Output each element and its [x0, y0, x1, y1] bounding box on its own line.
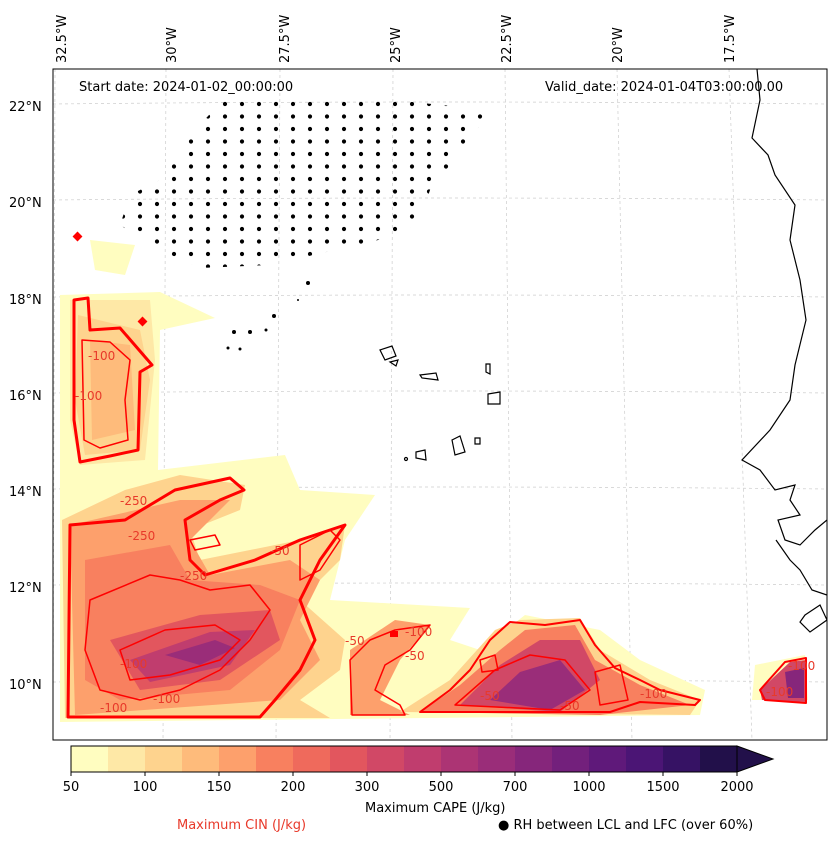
colorbar-swatch	[367, 746, 405, 772]
lat-label: 20°N	[9, 196, 42, 211]
map-frame	[52, 68, 828, 741]
colorbar-swatch	[256, 746, 294, 772]
valid-date-label: Valid_date: 2024-01-04T03:00:00.00	[545, 80, 783, 95]
colorbar-tick-label: 2000	[720, 780, 753, 795]
colorbar-tick-label: 500	[429, 780, 454, 795]
lon-label: 27.5°W	[278, 15, 293, 63]
colorbar-extend-arrow	[736, 745, 775, 773]
lat-label: 16°N	[9, 389, 42, 404]
colorbar	[70, 745, 775, 773]
contour-label: -100	[640, 687, 667, 701]
colorbar-swatch	[145, 746, 183, 772]
lon-label: 20°W	[611, 27, 626, 63]
colorbar-tick-label: 1000	[572, 780, 605, 795]
colorbar-swatch	[515, 746, 553, 772]
cin-contours	[66, 296, 807, 719]
contour-label: -50	[405, 649, 425, 663]
rh-hatch-region	[120, 96, 490, 268]
colorbar-tick-label: 200	[281, 780, 306, 795]
colorbar-swatch	[182, 746, 220, 772]
colorbar-swatch	[330, 746, 368, 772]
lon-label: 32.5°W	[55, 15, 70, 63]
contour-label: -100	[405, 625, 432, 639]
cin-legend-label: Maximum CIN (J/kg)	[177, 818, 307, 833]
lat-label: 22°N	[9, 100, 42, 115]
contour-label: -100	[153, 692, 180, 706]
coastlines	[379, 69, 827, 633]
colorbar-swatch	[700, 746, 738, 772]
contour-label: -50	[345, 634, 365, 648]
contour-label: -250	[120, 494, 147, 508]
rh-marker-icon: ●	[498, 818, 510, 833]
rh-legend: ● RH between LCL and LFC (over 60%)	[498, 818, 753, 833]
contour-label: -100	[788, 659, 815, 673]
lat-label: 12°N	[9, 581, 42, 596]
cin-contour-labels: -100 -100 -250 -250 -250 -50 -100 -100 -…	[75, 349, 815, 715]
colorbar-swatch	[71, 746, 109, 772]
colorbar-tick-label: 50	[63, 780, 80, 795]
rh-hatch-sparse	[76, 235, 310, 351]
colorbar-tick-label: 100	[133, 780, 158, 795]
contour-label: -100	[88, 349, 115, 363]
contour-label: -100	[75, 389, 102, 403]
colorbar-tick-label: 300	[355, 780, 380, 795]
colorbar-swatch	[108, 746, 146, 772]
colorbar-border	[70, 745, 738, 773]
lat-label: 14°N	[9, 485, 42, 500]
colorbar-swatch	[441, 746, 479, 772]
start-date-label: Start date: 2024-01-02_00:00:00	[79, 80, 293, 95]
contour-label: -100	[100, 701, 127, 715]
colorbar-swatch	[589, 746, 627, 772]
colorbar-swatch	[293, 746, 331, 772]
colorbar-swatch	[663, 746, 701, 772]
contour-label: -50	[480, 689, 500, 703]
contour-label: -100	[120, 657, 147, 671]
colorbar-tick-label: 700	[503, 780, 528, 795]
rh-legend-label: RH between LCL and LFC (over 60%)	[513, 818, 754, 833]
lat-label: 18°N	[9, 293, 42, 308]
lon-label: 30°W	[165, 27, 180, 63]
colorbar-tick-label: 1500	[646, 780, 679, 795]
colorbar-swatch	[478, 746, 516, 772]
colorbar-swatch	[552, 746, 590, 772]
contour-label: -100	[766, 685, 793, 699]
contour-label: -50	[270, 544, 290, 558]
longitude-labels: 32.5°W 30°W 27.5°W 25°W 22.5°W 20°W 17.5…	[55, 15, 738, 63]
contour-label: -250	[128, 529, 155, 543]
colorbar-swatch	[219, 746, 257, 772]
colorbar-tick-label: 150	[207, 780, 232, 795]
colorbar-label: Maximum CAPE (J/kg)	[365, 801, 506, 816]
cin-small-marks	[72, 231, 398, 637]
contour-label: -250	[180, 569, 207, 583]
colorbar-swatch	[626, 746, 664, 772]
latitude-labels: 22°N 20°N 18°N 16°N 14°N 12°N 10°N	[9, 100, 42, 693]
colorbar-ticks: 50 100 150 200 300 500 700 1000 1500 2000	[63, 772, 754, 795]
contour-label: -50	[560, 699, 580, 713]
lon-label: 25°W	[389, 27, 404, 63]
lon-label: 22.5°W	[500, 15, 515, 63]
cape-fill	[60, 240, 808, 722]
lon-label: 17.5°W	[723, 15, 738, 63]
colorbar-swatch	[404, 746, 442, 772]
lat-label: 10°N	[9, 678, 42, 693]
